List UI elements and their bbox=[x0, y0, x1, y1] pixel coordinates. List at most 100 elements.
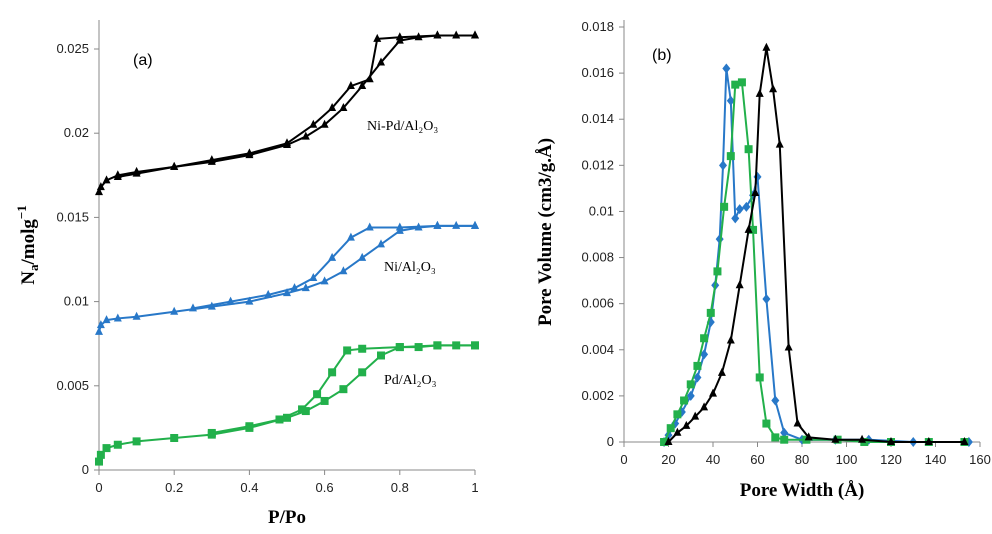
data-point bbox=[290, 283, 299, 292]
data-point bbox=[339, 102, 348, 111]
x-tick-label: 20 bbox=[661, 452, 675, 467]
data-point bbox=[924, 437, 933, 445]
y-tick-label: 0.002 bbox=[581, 388, 614, 403]
x-tick-label: 40 bbox=[706, 452, 720, 467]
data-point bbox=[762, 294, 771, 305]
x-tick-label: 60 bbox=[750, 452, 764, 467]
x-tick-label: 0.2 bbox=[165, 480, 183, 495]
data-point bbox=[328, 368, 337, 377]
y-tick-label: 0.014 bbox=[581, 111, 614, 126]
data-point bbox=[245, 148, 254, 157]
x-tick-label: 100 bbox=[836, 452, 858, 467]
data-point bbox=[95, 326, 103, 335]
data-point bbox=[780, 427, 789, 438]
data-point bbox=[275, 415, 284, 424]
data-point bbox=[343, 346, 352, 355]
x-tick-label: 120 bbox=[880, 452, 902, 467]
data-point bbox=[414, 343, 423, 352]
data-point bbox=[726, 152, 735, 161]
y-tick-label: 0.012 bbox=[581, 157, 614, 172]
x-tick-label: 0 bbox=[95, 480, 102, 495]
data-point bbox=[132, 437, 141, 446]
data-point bbox=[680, 396, 689, 405]
data-point bbox=[831, 434, 840, 443]
pore-distribution-chart: 0 0.002 0.004 0.006 0.008 0.01 0.012 0.014 0.016… bbox=[535, 19, 991, 501]
data-point bbox=[170, 434, 179, 443]
data-point bbox=[309, 273, 318, 282]
data-point bbox=[660, 438, 669, 446]
data-point bbox=[113, 313, 122, 322]
data-point bbox=[113, 440, 122, 449]
data-point bbox=[365, 74, 374, 83]
data-point bbox=[722, 63, 731, 74]
y-title-sup: −1 bbox=[14, 205, 29, 219]
data-point bbox=[313, 390, 322, 399]
data-point bbox=[471, 341, 479, 350]
y-tick-label: 0.01 bbox=[589, 203, 614, 218]
data-point bbox=[102, 315, 111, 324]
data-point bbox=[771, 433, 780, 442]
y-tick-label: 0.005 bbox=[56, 378, 89, 393]
isotherm-series-1 bbox=[95, 220, 479, 335]
data-point bbox=[719, 160, 728, 171]
data-point bbox=[664, 437, 673, 445]
data-point bbox=[96, 182, 105, 191]
data-point bbox=[96, 320, 105, 329]
x-axis-title-b: Pore Width (Å) bbox=[740, 480, 865, 501]
data-point bbox=[132, 311, 141, 320]
series-label-nipd: Ni-Pd/Al₂O₃ bbox=[367, 119, 438, 134]
y-tick-label: 0.008 bbox=[581, 250, 614, 265]
data-point bbox=[471, 220, 479, 229]
data-point bbox=[170, 306, 179, 315]
isotherm-series-2 bbox=[95, 341, 479, 466]
desorption-line bbox=[117, 34, 475, 178]
data-point bbox=[706, 308, 715, 317]
y-tick-label: 0 bbox=[607, 434, 614, 449]
data-point bbox=[365, 222, 374, 231]
y-tick-label: 0.01 bbox=[64, 294, 89, 309]
data-point bbox=[751, 188, 760, 196]
y-tick-label: 0.025 bbox=[56, 41, 89, 56]
data-point bbox=[686, 390, 695, 401]
data-point bbox=[309, 119, 318, 128]
data-point bbox=[328, 102, 337, 111]
data-point bbox=[717, 367, 726, 376]
data-point bbox=[395, 32, 404, 41]
data-point bbox=[102, 175, 111, 184]
data-point bbox=[700, 402, 709, 411]
data-point bbox=[666, 424, 675, 433]
x-tick-label: 140 bbox=[925, 452, 947, 467]
data-point bbox=[452, 341, 461, 350]
data-point bbox=[207, 428, 216, 437]
data-point bbox=[471, 30, 479, 39]
data-point bbox=[95, 187, 103, 196]
data-point bbox=[433, 30, 442, 39]
data-point bbox=[691, 411, 700, 420]
data-point bbox=[753, 171, 762, 182]
data-point bbox=[769, 84, 778, 93]
y-axis-title-a: Na/molg−1 bbox=[14, 205, 41, 285]
y-tick-label: 0 bbox=[82, 462, 89, 477]
series-line bbox=[667, 47, 965, 443]
data-point bbox=[264, 289, 273, 298]
data-point bbox=[358, 81, 367, 90]
x-axis-title-a: P/Po bbox=[268, 507, 306, 528]
y-tick-label: 0.016 bbox=[581, 65, 614, 80]
y-title-sub: a bbox=[26, 264, 41, 271]
x-tick-label: 0 bbox=[620, 452, 627, 467]
data-point bbox=[731, 213, 740, 224]
data-point bbox=[742, 201, 751, 212]
data-point bbox=[339, 385, 348, 394]
pore-series-0 bbox=[660, 63, 973, 447]
data-point bbox=[358, 344, 367, 353]
data-point bbox=[358, 252, 367, 261]
data-point bbox=[737, 78, 746, 87]
data-point bbox=[793, 418, 802, 427]
y-tick-label: 0.02 bbox=[64, 125, 89, 140]
data-point bbox=[245, 422, 254, 431]
x-tick-label: 80 bbox=[795, 452, 809, 467]
y-tick-label: 0.015 bbox=[56, 209, 89, 224]
data-point bbox=[433, 220, 442, 229]
data-point bbox=[320, 119, 329, 128]
